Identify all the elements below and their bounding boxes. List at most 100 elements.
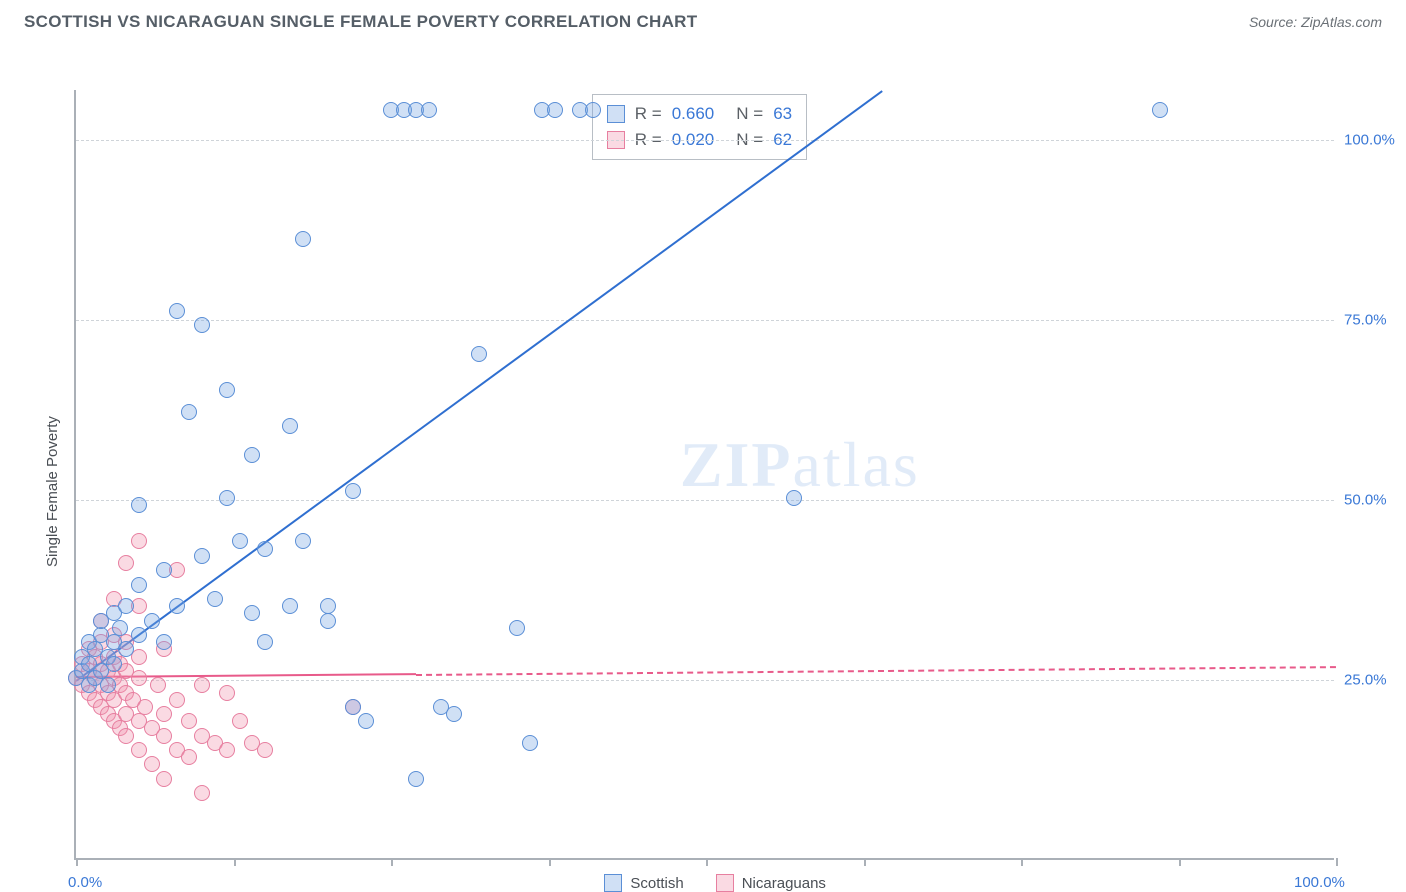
data-point	[156, 634, 172, 650]
data-point	[131, 670, 147, 686]
data-point	[257, 634, 273, 650]
data-point	[522, 735, 538, 751]
data-point	[219, 742, 235, 758]
chart-title: SCOTTISH VS NICARAGUAN SINGLE FEMALE POV…	[24, 12, 697, 32]
data-point	[118, 728, 134, 744]
stat-r-scottish: 0.660	[672, 101, 715, 127]
data-point	[118, 598, 134, 614]
data-point	[194, 785, 210, 801]
data-point	[106, 656, 122, 672]
legend-item-nicaraguans: Nicaraguans	[716, 874, 826, 892]
stats-box: R = 0.660 N = 63 R = 0.020 N = 62	[592, 94, 807, 160]
data-point	[421, 102, 437, 118]
source-label: Source: ZipAtlas.com	[1249, 14, 1382, 30]
swatch-nicaraguans	[716, 874, 734, 892]
x-axis-max-label: 100.0%	[1294, 874, 1345, 891]
gridline	[76, 140, 1334, 141]
stat-n-scottish: 63	[773, 101, 792, 127]
y-tick-label: 75.0%	[1344, 312, 1404, 329]
y-tick-label: 50.0%	[1344, 492, 1404, 509]
data-point	[156, 706, 172, 722]
data-point	[118, 555, 134, 571]
legend-label-scottish: Scottish	[630, 875, 683, 892]
data-point	[295, 231, 311, 247]
data-point	[144, 613, 160, 629]
x-tick	[391, 858, 393, 866]
stat-n-label: N =	[736, 101, 763, 127]
data-point	[295, 533, 311, 549]
swatch-scottish	[607, 105, 625, 123]
data-point	[257, 742, 273, 758]
data-point	[131, 533, 147, 549]
trend-line	[75, 90, 883, 682]
data-point	[112, 620, 128, 636]
x-tick	[234, 858, 236, 866]
data-point	[446, 706, 462, 722]
data-point	[118, 641, 134, 657]
data-point	[244, 605, 260, 621]
data-point	[156, 771, 172, 787]
x-tick	[1179, 858, 1181, 866]
y-axis-title: Single Female Poverty	[44, 416, 61, 567]
stat-r-label: R =	[635, 101, 662, 127]
data-point	[181, 713, 197, 729]
x-tick	[864, 858, 866, 866]
data-point	[282, 598, 298, 614]
data-point	[150, 677, 166, 693]
x-tick	[706, 858, 708, 866]
data-point	[131, 497, 147, 513]
data-point	[232, 533, 248, 549]
data-point	[144, 756, 160, 772]
data-point	[219, 382, 235, 398]
data-point	[358, 713, 374, 729]
data-point	[169, 692, 185, 708]
data-point	[282, 418, 298, 434]
legend-item-scottish: Scottish	[604, 874, 683, 892]
data-point	[194, 548, 210, 564]
data-point	[345, 483, 361, 499]
data-point	[169, 303, 185, 319]
x-tick	[76, 858, 78, 866]
data-point	[1152, 102, 1168, 118]
data-point	[509, 620, 525, 636]
data-point	[219, 685, 235, 701]
y-tick-label: 25.0%	[1344, 672, 1404, 689]
data-point	[257, 541, 273, 557]
data-point	[181, 749, 197, 765]
data-point	[100, 677, 116, 693]
data-point	[585, 102, 601, 118]
x-axis-min-label: 0.0%	[68, 874, 102, 891]
data-point	[345, 699, 361, 715]
data-point	[169, 598, 185, 614]
data-point	[320, 613, 336, 629]
data-point	[131, 577, 147, 593]
data-point	[156, 562, 172, 578]
trend-line	[416, 666, 1336, 676]
data-point	[194, 677, 210, 693]
stats-row-scottish: R = 0.660 N = 63	[607, 101, 792, 127]
chart-header: SCOTTISH VS NICARAGUAN SINGLE FEMALE POV…	[0, 0, 1406, 40]
data-point	[786, 490, 802, 506]
x-tick	[1021, 858, 1023, 866]
data-point	[137, 699, 153, 715]
data-point	[207, 591, 223, 607]
data-point	[232, 713, 248, 729]
data-point	[194, 317, 210, 333]
plot-area: ZIPatlas R = 0.660 N = 63 R = 0.020 N = …	[74, 90, 1334, 860]
data-point	[471, 346, 487, 362]
y-tick-label: 100.0%	[1344, 132, 1404, 149]
data-point	[181, 404, 197, 420]
watermark-bold: ZIP	[680, 429, 793, 500]
data-point	[219, 490, 235, 506]
watermark-light: atlas	[793, 429, 920, 500]
watermark: ZIPatlas	[680, 428, 920, 502]
x-tick	[549, 858, 551, 866]
data-point	[156, 728, 172, 744]
gridline	[76, 680, 1334, 681]
data-point	[408, 771, 424, 787]
gridline	[76, 320, 1334, 321]
data-point	[547, 102, 563, 118]
legend-label-nicaraguans: Nicaraguans	[742, 875, 826, 892]
data-point	[244, 447, 260, 463]
gridline	[76, 500, 1334, 501]
